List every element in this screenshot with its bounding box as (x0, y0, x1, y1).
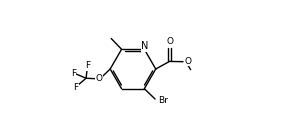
Text: O: O (96, 74, 103, 83)
Text: F: F (71, 68, 76, 78)
Text: F: F (73, 83, 78, 92)
Text: F: F (85, 61, 90, 70)
Text: Br: Br (158, 96, 168, 105)
Text: N: N (141, 41, 149, 51)
Text: O: O (166, 37, 173, 46)
Text: O: O (185, 57, 192, 66)
